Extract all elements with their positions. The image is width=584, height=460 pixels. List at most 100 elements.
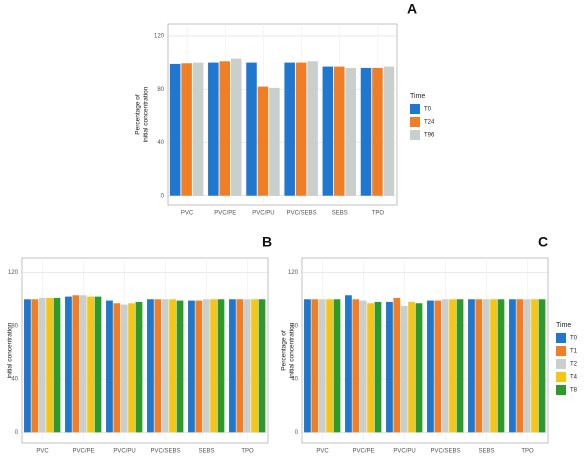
y-axis-label: Percentage of: [281, 330, 288, 371]
bar: [217, 299, 225, 433]
bar: [408, 301, 415, 433]
panel-label: B: [262, 234, 272, 250]
x-tick-label: PVC/PE: [352, 449, 374, 455]
bar: [531, 299, 538, 433]
x-tick-label: PVC: [181, 211, 194, 217]
bar: [128, 303, 135, 433]
bar: [195, 300, 203, 433]
y-axis-label: initial concentration: [7, 322, 14, 378]
x-tick-label: PVC/PU: [393, 449, 415, 455]
bar: [106, 300, 113, 433]
x-tick-label: PVC: [36, 449, 49, 455]
x-tick-label: PVC/SEBS: [150, 449, 180, 455]
panel-label: C: [538, 234, 548, 250]
legend-label: T8: [570, 388, 578, 394]
bar: [202, 299, 210, 433]
bar: [468, 299, 475, 433]
bar: [269, 87, 280, 196]
y-tick-label: 0: [161, 193, 165, 199]
bar: [482, 299, 490, 433]
bar: [188, 300, 195, 433]
bar: [192, 62, 204, 196]
bar: [79, 295, 87, 433]
bar: [367, 303, 374, 433]
legend-label: T1: [570, 349, 578, 355]
bar: [38, 297, 46, 433]
y-axis-label: initial concentration: [143, 86, 150, 142]
bar: [374, 301, 382, 433]
bar: [322, 66, 334, 196]
x-tick-label: PVC/SEBS: [287, 211, 317, 217]
legend-label: T96: [424, 133, 435, 139]
x-tick-label: PVC/PE: [72, 449, 94, 455]
x-tick-label: TPO: [521, 449, 534, 455]
y-tick-label: 120: [154, 34, 165, 40]
bar: [334, 66, 345, 196]
bar: [246, 62, 257, 196]
bar: [427, 300, 434, 433]
bar: [251, 299, 258, 433]
legend-swatch: [556, 372, 566, 382]
bar: [304, 299, 311, 433]
legend-label: T0: [424, 107, 432, 113]
bar: [169, 63, 181, 196]
bar: [509, 299, 516, 433]
bar: [219, 61, 231, 196]
x-tick-label: SEBS: [332, 211, 348, 217]
bar: [24, 299, 31, 433]
bar: [497, 299, 505, 433]
bar: [230, 58, 242, 196]
y-tick-label: 0: [295, 430, 299, 436]
panel-label: A: [407, 1, 417, 17]
bar: [210, 299, 217, 433]
bar: [53, 297, 61, 433]
bar: [475, 299, 483, 433]
bar: [311, 299, 319, 433]
bar: [318, 299, 326, 433]
bar: [295, 62, 307, 196]
bar: [181, 63, 192, 196]
bar: [284, 62, 295, 196]
y-tick-label: 120: [8, 270, 19, 276]
plot-area: [167, 23, 398, 206]
bar: [258, 299, 266, 433]
x-tick-label: SEBS: [198, 449, 214, 455]
bar: [441, 299, 449, 433]
y-tick-label: 40: [157, 140, 164, 146]
x-tick-label: TPO: [241, 449, 254, 455]
y-tick-label: 40: [291, 377, 298, 383]
y-tick-label: 40: [11, 377, 18, 383]
y-tick-label: 80: [11, 323, 18, 329]
bar: [345, 295, 352, 433]
bar: [359, 300, 367, 433]
bar: [516, 299, 524, 433]
plot-area: [301, 257, 549, 444]
bar: [65, 296, 72, 433]
y-tick-label: 0: [15, 430, 19, 436]
x-tick-label: PVC: [316, 449, 329, 455]
bar: [523, 299, 531, 433]
bar: [333, 299, 341, 433]
x-tick-label: PVC/PU: [252, 211, 274, 217]
bar: [243, 299, 251, 433]
x-tick-label: TPO: [372, 211, 385, 217]
bar: [449, 299, 456, 433]
bar: [257, 86, 269, 196]
bar: [154, 299, 162, 433]
legend-label: T2: [570, 362, 578, 368]
bar: [456, 299, 464, 433]
bar: [229, 299, 236, 433]
y-tick-label: 80: [291, 323, 298, 329]
bar: [161, 299, 169, 433]
bar: [400, 305, 408, 433]
bar: [113, 303, 121, 433]
bar: [176, 300, 184, 433]
bar: [383, 66, 395, 196]
bar: [120, 304, 128, 433]
x-tick-label: PVC/PE: [214, 211, 236, 217]
legend-swatch: [556, 333, 566, 343]
legend-label: T4: [570, 375, 578, 381]
x-tick-label: SEBS: [478, 449, 494, 455]
y-axis-label: initial concentration: [289, 322, 296, 378]
